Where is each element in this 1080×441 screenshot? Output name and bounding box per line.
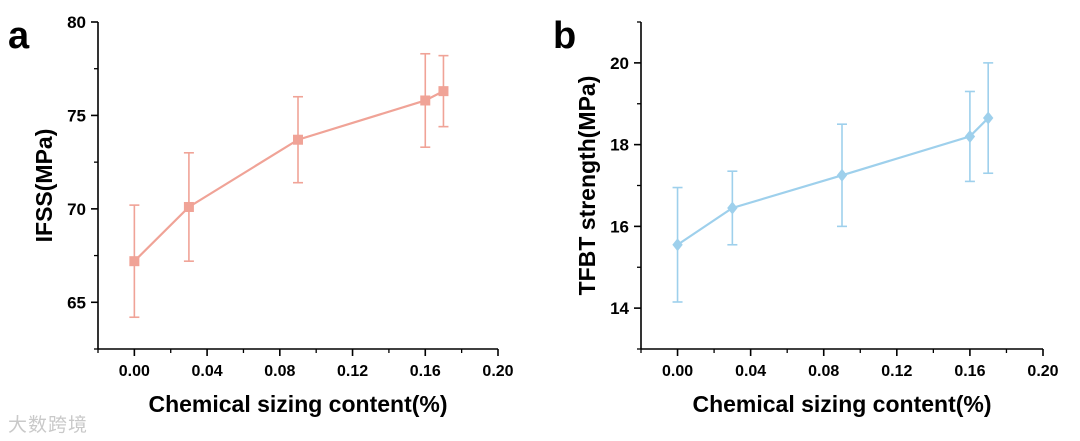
panel-a-x-tick-label: 0.12 <box>337 363 368 380</box>
panel-a-y-tick-label: 70 <box>67 200 86 219</box>
panel-b-data-point <box>982 111 994 125</box>
panel-a-data-point <box>183 201 194 212</box>
panel-a-x-tick-label: 0.00 <box>119 363 150 380</box>
panel-a-x-axis-title: Chemical sizing content(%) <box>148 391 447 417</box>
panel-b-series-line <box>676 117 989 246</box>
panel-b-x-axis-title: Chemical sizing content(%) <box>692 391 991 417</box>
panel-a-y-axis-title: IFSS(MPa) <box>31 129 57 243</box>
panel-b-x-tick-label: 0.04 <box>735 363 766 380</box>
panel-b-y-axis-title: TFBT strength(MPa) <box>574 76 600 296</box>
panel-a-y-tick-label: 75 <box>67 106 86 125</box>
panel-a-series-line <box>133 90 444 262</box>
panel-b-x-tick-label: 0.08 <box>808 363 839 380</box>
panel-a-x-tick-label: 0.20 <box>482 363 513 380</box>
panel-a-data-point <box>438 86 449 97</box>
panel-a-label: a <box>8 15 30 57</box>
panel-b-label: b <box>553 15 576 57</box>
panel-a-x-tick-label: 0.04 <box>192 363 223 380</box>
watermark-text: 大数跨境 <box>8 414 89 436</box>
panel-a-x-tick-label: 0.16 <box>410 363 441 380</box>
panel-a-y-tick-label: 80 <box>67 13 86 32</box>
panel-b-y-tick-label: 20 <box>610 54 629 73</box>
panel-b-data-point <box>727 201 738 215</box>
panel-b-x-tick-label: 0.16 <box>954 363 985 380</box>
panel-b-y-tick-label: 18 <box>610 136 629 155</box>
panel-a-data-point <box>420 95 431 106</box>
panel-a-y-tick-label: 65 <box>67 293 86 312</box>
panel-a-x-tick-label: 0.08 <box>264 363 295 380</box>
panel-b-x-tick-label: 0.12 <box>881 363 912 380</box>
panel-b-data-point <box>672 238 683 252</box>
panel-b-x-tick-label: 0.20 <box>1027 363 1058 380</box>
panel-b-y-tick-label: 14 <box>610 299 629 318</box>
panel-a-data-point <box>293 134 303 145</box>
panel-b-x-tick-label: 0.00 <box>662 363 693 380</box>
panel-b-y-tick-label: 16 <box>610 217 629 236</box>
panel-b-data-point <box>836 168 848 182</box>
panel-a-data-point <box>129 256 140 267</box>
panel-b-data-point <box>964 129 976 143</box>
